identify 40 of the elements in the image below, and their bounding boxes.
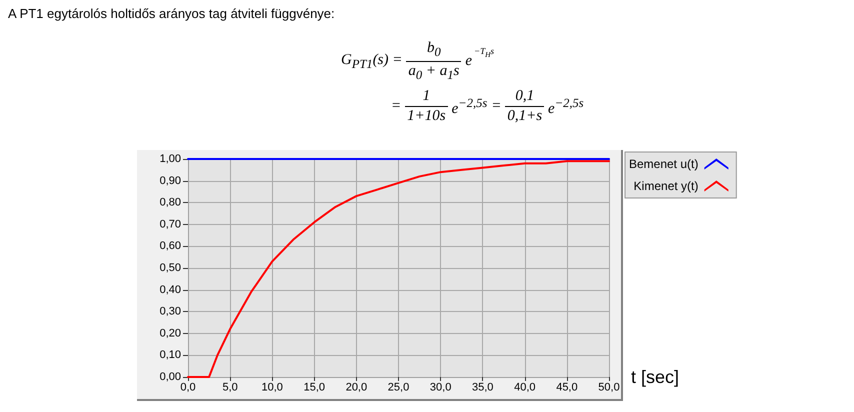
x-tick-label: 30,0 <box>430 382 452 394</box>
line-series <box>187 160 610 378</box>
y-tick-label: 0,80 <box>160 196 181 209</box>
x-tick-label: 15,0 <box>304 382 326 394</box>
text: e$^{−2,5s}$ <box>452 96 488 118</box>
legend-label: Kimenet y(t) <box>634 179 698 193</box>
y-tick-label: 0,90 <box>160 174 181 187</box>
chart-title: A PT1 egytárolós holtidős arányos tag átviteli függvénye: <box>8 6 335 21</box>
x-tick-label: 40,0 <box>514 382 536 394</box>
text: e$^{−2,5s}$ <box>548 96 584 118</box>
x-tick-label: 25,0 <box>388 382 410 394</box>
y-tick-label: 0,50 <box>160 262 181 274</box>
y-tick-label: 0,60 <box>160 240 181 252</box>
x-tick-label: 0,0 <box>180 382 196 394</box>
text: −T$_{H}$s <box>474 46 494 59</box>
text: = <box>491 98 502 115</box>
y-tick-label: 0,00 <box>160 371 181 383</box>
text: 0,1+s <box>505 106 544 125</box>
y-tick-label: 0,40 <box>160 284 181 296</box>
x-tick-label: 20,0 <box>346 382 368 394</box>
x-tick-label: 50,0 <box>598 382 620 394</box>
text: b$_{0}$ <box>426 40 442 61</box>
text: G$_{PT1}$(s) = <box>341 52 402 72</box>
y-tick-label: 0,20 <box>160 327 181 340</box>
y-tick-label: 1,00 <box>160 153 181 165</box>
x-tick-label: 45,0 <box>556 382 578 394</box>
y-tick-label: 0,10 <box>160 349 181 362</box>
x-tick-label: 10,0 <box>261 382 283 394</box>
text: e <box>465 53 472 70</box>
y-tick-label: 0,30 <box>160 306 181 318</box>
x-tick-label: 35,0 <box>472 382 494 394</box>
x-axis-title: t [sec] <box>631 367 680 387</box>
text: a$_{0}$ + a$_{1}$s <box>406 61 462 83</box>
x-tick-label: 5,0 <box>222 382 238 394</box>
text: 0,1 <box>514 88 536 106</box>
text: 1 <box>422 88 432 106</box>
text: = <box>391 98 402 115</box>
y-tick-label: 0,70 <box>160 218 181 230</box>
text: 1+10s <box>405 106 448 125</box>
legend-label: Bemenet u(t) <box>628 157 698 171</box>
